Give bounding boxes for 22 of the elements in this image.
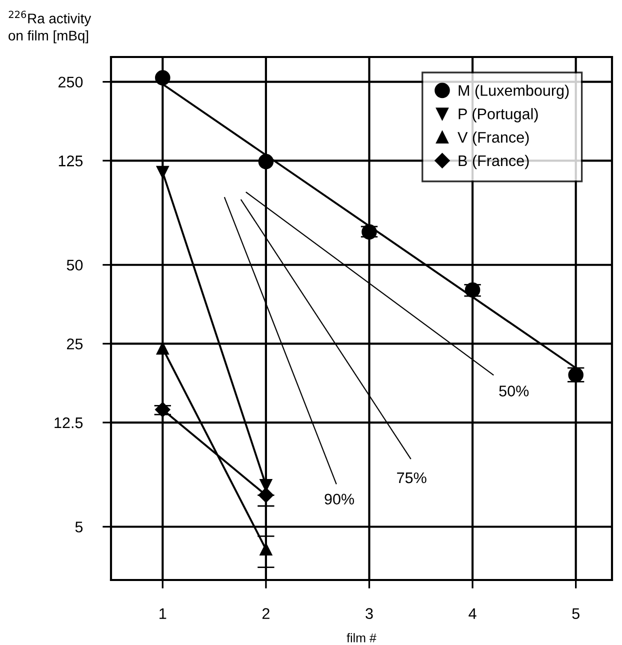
annotation: 75%	[397, 472, 426, 484]
x-tick-label: 5	[572, 608, 580, 619]
y-tick-label: 5	[75, 522, 83, 532]
point	[155, 70, 170, 86]
x-tick-label: 1	[160, 608, 166, 619]
legend-label: B (France)	[458, 154, 529, 170]
y-tick-label: 250	[58, 76, 83, 88]
point	[156, 166, 169, 178]
y-tick-label: 50	[66, 260, 83, 271]
annotation: 90%	[324, 494, 354, 505]
y-tick-label: 125	[58, 156, 83, 166]
x-tick-label: 3	[366, 608, 373, 619]
y-axis-title: $^{226}$Ra activity on film [mBq]	[8, 10, 92, 44]
x-tick-label: 4	[468, 608, 476, 619]
y-tick-label: 12.5	[54, 417, 83, 428]
x-axis-title: film #	[346, 633, 376, 642]
legend-label: V (France)	[458, 132, 529, 146]
y-tick-label: 25	[67, 338, 83, 350]
legend-label: M (Luxembourg)	[458, 84, 569, 99]
annotation: 50%	[499, 386, 529, 396]
x-tick-label: 2	[262, 608, 270, 619]
legend-label: P (Portugal)	[458, 108, 538, 122]
